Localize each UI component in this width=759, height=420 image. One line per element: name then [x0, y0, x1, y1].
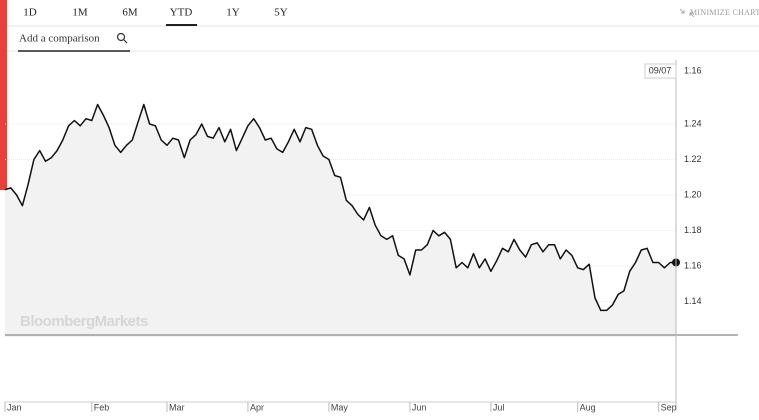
minimize[interactable]: MINIMIZE CHART — [679, 8, 759, 18]
tab[interactable]: 5Y — [274, 7, 288, 19]
y-tick-label: 1.22 — [684, 154, 702, 164]
readout-value: 1.16 — [684, 65, 702, 75]
plot: 1.14 1.16 1.18 1.20 1.22 1.24 BloombergMarkets… — [4, 60, 738, 412]
x-tick-label: Jul — [493, 402, 505, 412]
y-tick-label: 1.16 — [684, 260, 702, 270]
x-tick-label: Jun — [412, 402, 427, 412]
x-tick-label: May — [331, 402, 349, 412]
area — [5, 104, 676, 337]
comparison[interactable]: Add a comparison — [19, 32, 128, 45]
search-icon — [116, 32, 126, 42]
y-tick-label: 1.24 — [684, 118, 702, 128]
tab[interactable]: YTD — [170, 7, 193, 19]
x-tick-label: Sep — [661, 402, 677, 412]
x-tick-label: Jan — [7, 402, 22, 412]
accent-bar — [0, 0, 7, 190]
x-tick-label: Aug — [580, 402, 596, 412]
tabs: 1D 1M 6M YTD 1Y 5Y — [23, 7, 288, 26]
search-icon-handle — [123, 39, 128, 44]
minimize-label: MINIMIZE CHART — [690, 8, 759, 17]
minimize-icon — [679, 8, 695, 18]
readout-date: 09/07 — [649, 65, 672, 75]
readout-box — [644, 63, 677, 79]
x-tick-label: Feb — [94, 402, 110, 412]
x-tick-label: Apr — [250, 402, 264, 412]
x-tick-label: Mar — [169, 402, 185, 412]
y-tick-label: 1.18 — [684, 225, 702, 235]
tab[interactable]: 1D — [23, 7, 37, 19]
tab[interactable]: 1Y — [226, 7, 240, 19]
tab[interactable]: 1M — [72, 7, 88, 19]
y-tick-label: 1.14 — [684, 296, 702, 306]
comparison-input: Add a comparison — [19, 33, 100, 45]
watermark: BloombergMarkets — [20, 313, 148, 330]
price-line — [4, 103, 676, 312]
tab[interactable]: 6M — [122, 7, 138, 19]
y-tick-label: 1.20 — [684, 189, 702, 199]
